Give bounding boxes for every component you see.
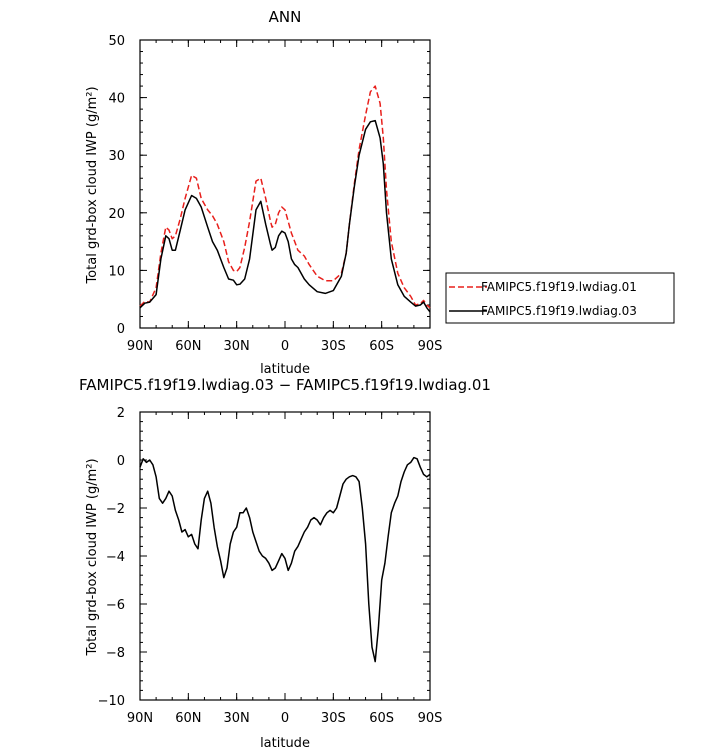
top-x-tick-label: 30S xyxy=(321,339,346,354)
bottom-y-tick-label: −4 xyxy=(106,550,125,565)
top-y-tick-label: 50 xyxy=(108,34,125,49)
top-panel-title: ANN xyxy=(269,8,302,26)
top-y-axis-label: Total grd-box cloud IWP (g/m²) xyxy=(85,86,100,284)
bottom-y-tick-label: −6 xyxy=(106,598,125,613)
legend-box xyxy=(445,272,675,324)
bottom-x-tick-label: 90S xyxy=(418,711,443,726)
top-x-tick-label: 60N xyxy=(175,339,201,354)
top-y-tick-label: 20 xyxy=(108,207,125,222)
bottom-x-tick-label: 30S xyxy=(321,711,346,726)
bottom-x-tick-label: 0 xyxy=(281,711,289,726)
top-panel: ANN latitude Total grd-box cloud IWP (g/… xyxy=(85,8,675,377)
top-y-tick-label: 0 xyxy=(117,322,125,337)
top-y-tick-label: 30 xyxy=(108,149,125,164)
legend: FAMIPC5.f19f19.lwdiag.01 FAMIPC5.f19f19.… xyxy=(445,272,675,324)
bottom-series-line-1 xyxy=(139,456,431,663)
top-x-tick-label: 60S xyxy=(369,339,394,354)
legend-label-series-1: FAMIPC5.f19f19.lwdiag.01 xyxy=(481,280,637,294)
top-y-tick-label: 40 xyxy=(108,92,125,107)
bottom-y-tick-label: −2 xyxy=(106,502,125,517)
bottom-y-tick-label: 0 xyxy=(117,454,125,469)
bottom-panel: FAMIPC5.f19f19.lwdiag.03 − FAMIPC5.f19f1… xyxy=(79,376,491,751)
bottom-x-tick-label: 30N xyxy=(224,711,250,726)
top-y-tick-label: 10 xyxy=(108,264,125,279)
top-x-tick-label: 90N xyxy=(127,339,153,354)
top-series-line-2 xyxy=(139,119,431,313)
bottom-x-tick-label: 60S xyxy=(369,711,394,726)
bottom-x-tick-label: 60N xyxy=(175,711,201,726)
bottom-y-tick-label: −10 xyxy=(98,694,125,709)
bottom-y-tick-label: 2 xyxy=(117,406,125,421)
bottom-x-tick-label: 90N xyxy=(127,711,153,726)
legend-label-series-2: FAMIPC5.f19f19.lwdiag.03 xyxy=(481,304,637,318)
top-x-tick-label: 90S xyxy=(418,339,443,354)
bottom-panel-title: FAMIPC5.f19f19.lwdiag.03 − FAMIPC5.f19f1… xyxy=(79,376,491,394)
bottom-plot-area: 90N 60N 30N 0 30S 60S 90S 2 0 −2 −4 −6 −8 −10 xyxy=(98,406,443,726)
bottom-y-axis-label: Total grd-box cloud IWP (g/m²) xyxy=(85,458,100,656)
bottom-x-axis-label: latitude xyxy=(260,736,310,751)
top-plot-area: 90N 60N 30N 0 30S 60S 90S 0 10 20 30 40 50 xyxy=(108,34,442,354)
top-x-axis-label: latitude xyxy=(260,362,310,377)
top-x-tick-label: 30N xyxy=(224,339,250,354)
bottom-y-tick-label: −8 xyxy=(106,646,125,661)
top-x-tick-label: 0 xyxy=(281,339,289,354)
top-series-line-1 xyxy=(139,85,431,309)
